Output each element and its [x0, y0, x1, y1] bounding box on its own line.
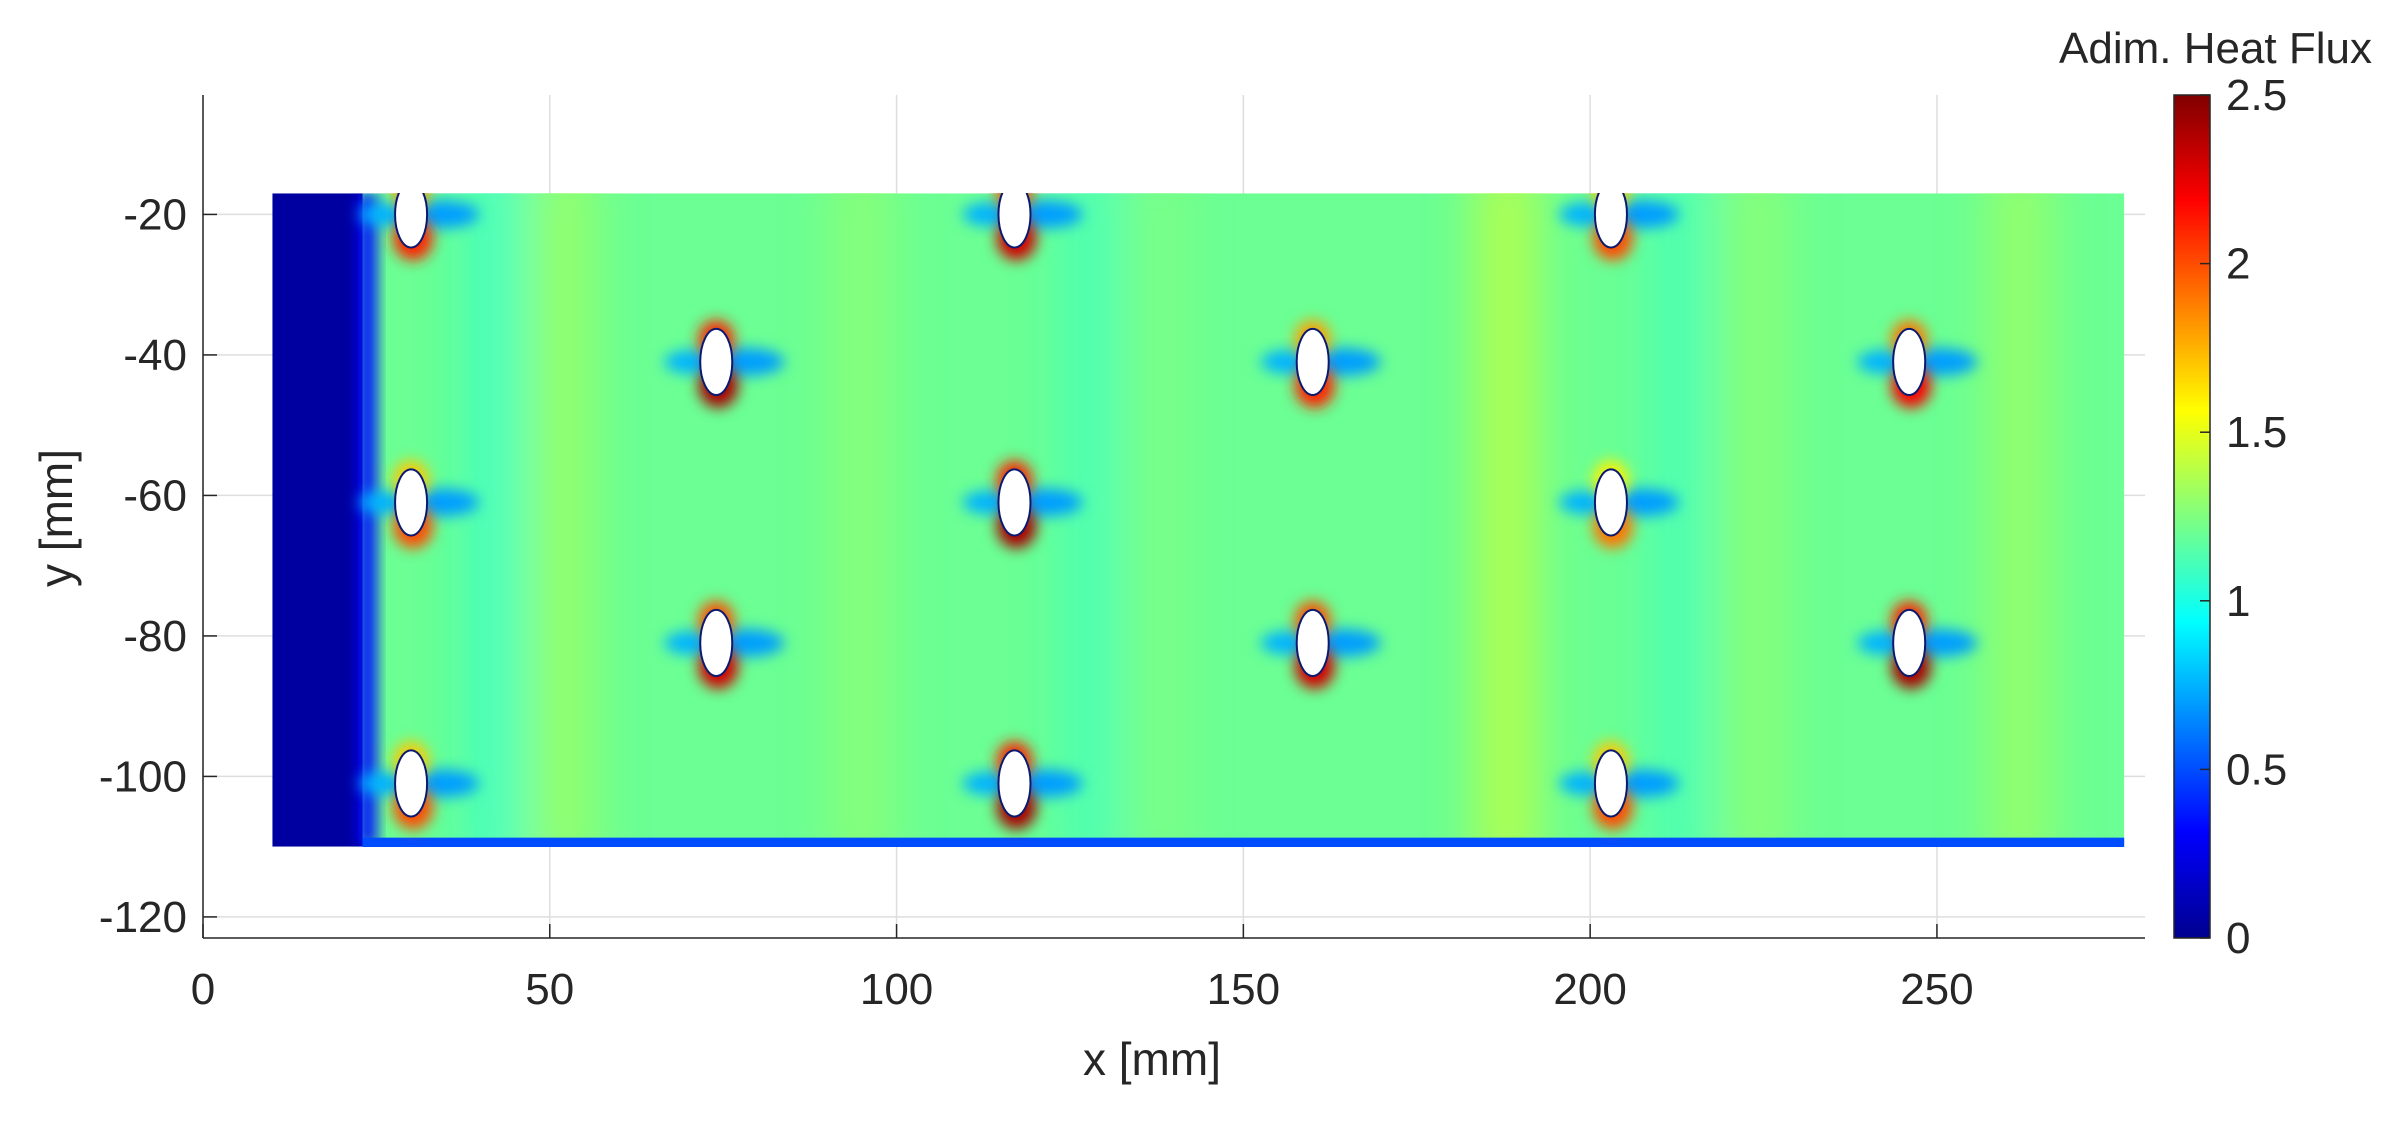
- hole-signature: [1558, 741, 1679, 830]
- hole-signature: [1260, 319, 1381, 408]
- hole-signature: [962, 460, 1083, 549]
- hole-signature: [359, 741, 480, 830]
- field-band: [1132, 193, 1189, 847]
- colorbar-tick-label: 1.5: [2226, 408, 2287, 457]
- hole: [1593, 193, 1628, 249]
- field-band: [1728, 193, 1785, 847]
- heat-flux-field: [272, 193, 2125, 847]
- x-tick-label: 200: [1553, 965, 1626, 1014]
- hole-signature: [1857, 600, 1978, 689]
- hole-signature: [664, 319, 785, 408]
- hole: [394, 193, 429, 249]
- x-tick-label: 150: [1207, 965, 1280, 1014]
- low-flux-edge: [358, 193, 377, 847]
- y-tick-label: -80: [123, 612, 187, 661]
- colorbar-tick-label: 2: [2226, 240, 2250, 289]
- hole: [997, 749, 1032, 818]
- x-tick-label: 250: [1900, 965, 1973, 1014]
- colorbar-tick-label: 2.5: [2226, 71, 2287, 120]
- y-tick-label: -60: [123, 471, 187, 520]
- field-band-cool: [469, 193, 520, 847]
- field-band: [535, 193, 592, 847]
- y-axis-ticks: -20 -40 -60 -80 -100 -120: [99, 190, 217, 942]
- colorbar-gradient: [2173, 94, 2211, 939]
- y-tick-label: -120: [99, 893, 187, 942]
- hole-signature: [1558, 193, 1679, 261]
- field-band-cool: [1065, 193, 1116, 847]
- colorbar-tick-label: 0.5: [2226, 745, 2287, 794]
- x-axis-label: x [mm]: [1083, 1033, 1221, 1085]
- hole: [699, 608, 734, 677]
- hole: [997, 193, 1032, 249]
- low-flux-region: [272, 193, 363, 847]
- y-tick-label: -100: [99, 752, 187, 801]
- y-axis-label: y [mm]: [30, 449, 82, 587]
- x-axis-ticks: 0 50 100 150 200 250: [191, 924, 1974, 1014]
- hole: [1295, 608, 1330, 677]
- field-band: [1478, 193, 1535, 847]
- field-bands: [469, 193, 2049, 847]
- colorbar-tick-label: 1: [2226, 577, 2250, 626]
- hole-signature: [359, 193, 480, 261]
- field-band: [833, 193, 890, 847]
- hole: [1593, 468, 1628, 537]
- hole-signature: [1558, 460, 1679, 549]
- hole-signature: [1857, 319, 1978, 408]
- field-band: [1992, 193, 2049, 847]
- hole-signature: [962, 193, 1083, 261]
- y-tick-label: -40: [123, 331, 187, 380]
- hole: [1295, 327, 1330, 396]
- hole: [699, 327, 734, 396]
- field-band-cool: [1655, 193, 1706, 847]
- colorbar-ticks: 0 0.5 1 1.5 2 2.5: [2200, 71, 2287, 963]
- hole-signature: [962, 741, 1083, 830]
- colorbar-label: Adim. Heat Flux: [2059, 24, 2372, 73]
- x-tick-label: 100: [860, 965, 933, 1014]
- y-tick-label: -20: [123, 190, 187, 239]
- hole-signature: [664, 600, 785, 689]
- colorbar: 0 0.5 1 1.5 2 2.5 Adim. Heat Flux: [2059, 24, 2372, 963]
- hole: [997, 468, 1032, 537]
- hole: [1892, 327, 1927, 396]
- hole-signature: [1260, 600, 1381, 689]
- x-tick-label: 0: [191, 965, 215, 1014]
- colorbar-tick-label: 0: [2226, 914, 2250, 963]
- hole: [394, 749, 429, 818]
- hole: [1892, 608, 1927, 677]
- bottom-low-strip: [362, 837, 2125, 847]
- x-tick-label: 50: [525, 965, 574, 1014]
- hole: [394, 468, 429, 537]
- hole: [1593, 749, 1628, 818]
- axes: [202, 95, 2145, 939]
- hole-signature: [359, 460, 480, 549]
